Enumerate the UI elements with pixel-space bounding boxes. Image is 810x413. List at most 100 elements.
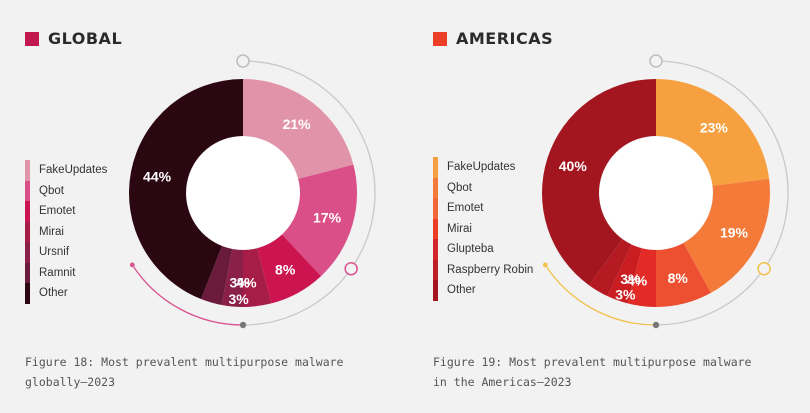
slice-other — [542, 79, 656, 286]
legend-swatch — [433, 259, 438, 280]
slice-label: 17% — [313, 209, 342, 225]
legend-swatch — [25, 221, 30, 242]
slice-other — [128, 79, 243, 299]
slice-label: 23% — [700, 119, 729, 135]
global-legend: FakeUpdates Qbot Emotet Mirai Ursnif Ram… — [25, 160, 107, 304]
slice-emotet — [257, 234, 322, 304]
americas-caption: Figure 19: Most prevalent multipurpose m… — [433, 352, 752, 392]
slice-label: 8% — [668, 270, 689, 286]
slice-label: 8% — [275, 262, 296, 278]
donut-slices — [542, 79, 770, 307]
legend-item-raspberry-robin: Raspberry Robin — [433, 259, 534, 280]
slice-labels: 21% 17% 8% 4%3%3% 44% — [143, 116, 342, 307]
slice-labels: 23% 19% 8% 4%3%3% 40% — [559, 119, 749, 302]
donut-hole — [186, 136, 300, 250]
arc-end-dot — [129, 262, 135, 268]
arc-end-dot — [542, 262, 548, 268]
legend-item-emotet: Emotet — [25, 201, 107, 222]
arc-grey-segment — [242, 60, 376, 270]
global-title-swatch — [25, 31, 39, 46]
legend-swatch — [25, 201, 30, 222]
slice-raspberry-robin — [588, 239, 632, 297]
decorative-arc — [129, 54, 376, 329]
arc-bottom-dot — [239, 321, 247, 329]
americas-title-swatch — [433, 31, 447, 46]
legend-swatch — [25, 283, 30, 304]
legend-swatch — [25, 242, 30, 263]
americas-donut-chart: 23% 19% 8% 4%3%3% 40% — [542, 54, 789, 329]
legend-label: Other — [447, 284, 476, 297]
arc-top-knob — [236, 54, 250, 68]
legend-label: Ramnit — [39, 266, 76, 279]
slice-ursnif — [221, 248, 243, 307]
legend-swatch — [433, 177, 438, 198]
donut-hole — [599, 136, 713, 250]
slice-fakeupdates — [656, 79, 770, 186]
arc-bottom-dot — [652, 321, 660, 329]
decorative-arc — [542, 54, 789, 329]
donut-slices — [128, 79, 357, 307]
legend-swatch — [25, 180, 30, 201]
americas-title-row: AMERICAS — [433, 29, 553, 48]
americas-legend: FakeUpdates Qbot Emotet Mirai Glupteba R… — [433, 157, 533, 301]
legend-label: Mirai — [447, 222, 472, 235]
slice-qbot — [282, 164, 357, 277]
arc-grey-segment — [655, 268, 765, 326]
legend-item-fakeupdates: FakeUpdates — [25, 160, 107, 181]
legend-label: Mirai — [39, 225, 64, 238]
legend-swatch — [25, 262, 30, 283]
slice-mirai — [243, 248, 272, 307]
legend-label: FakeUpdates — [39, 164, 108, 177]
legend-label: Raspberry Robin — [447, 263, 534, 276]
slice-label: 19% — [720, 225, 749, 241]
legend-label: Emotet — [447, 202, 484, 215]
legend-label: Other — [39, 287, 68, 300]
legend-label: Qbot — [447, 181, 472, 194]
global-caption-line-1: Figure 18: Most prevalent multipurpose m… — [25, 355, 344, 369]
legend-label: Ursnif — [39, 246, 70, 259]
slice-mirai — [627, 248, 656, 307]
legend-item-qbot: Qbot — [25, 180, 107, 201]
global-title: GLOBAL — [48, 29, 123, 48]
slice-ramnit — [201, 245, 233, 305]
slice-label: 4% — [627, 272, 648, 288]
legend-item-fakeupdates: FakeUpdates — [433, 157, 533, 178]
slice-fakeupdates — [243, 79, 354, 179]
global-caption-line-2: globally—2023 — [25, 375, 116, 389]
slice-label: 3% — [228, 291, 249, 307]
legend-swatch — [433, 218, 438, 239]
slice-label: 40% — [559, 158, 588, 174]
legend-swatch — [433, 239, 438, 260]
legend-swatch — [433, 157, 438, 178]
global-title-row: GLOBAL — [25, 29, 122, 48]
legend-item-other: Other — [433, 280, 533, 301]
arc-side-knob — [344, 261, 358, 276]
slice-label: 21% — [283, 116, 312, 132]
legend-item-other: Other — [25, 283, 107, 304]
legend-label: Emotet — [39, 205, 76, 218]
legend-swatch — [433, 280, 438, 301]
arc-side-knob — [757, 261, 771, 276]
americas-chart-panel: AMERICAS 23% 19% 8% 4% 3% 3% 40% FakeUpdates Q… — [405, 0, 810, 413]
legend-label: FakeUpdates — [447, 161, 516, 174]
legend-item-emotet: Emotet — [433, 198, 533, 219]
americas-title: AMERICAS — [456, 29, 554, 48]
global-chart-panel: GLOBAL 21% 17% 8% 4% 3% 3% 44% FakeUpdates Qbo… — [25, 29, 376, 392]
arc-grey-segment — [242, 268, 352, 326]
global-caption: Figure 18: Most prevalent multipurpose m… — [25, 352, 344, 392]
legend-item-ramnit: Ramnit — [25, 262, 107, 283]
slice-emotet — [656, 242, 711, 307]
legend-item-glupteba: Glupteba — [433, 239, 533, 260]
slice-label: 4% — [236, 274, 257, 290]
legend-swatch — [433, 198, 438, 219]
americas-caption-line-2: in the Americas—2023 — [433, 375, 572, 389]
arc-grey-segment — [655, 60, 789, 270]
arc-accent-segment — [131, 264, 244, 326]
legend-item-mirai: Mirai — [433, 218, 533, 239]
legend-label: Qbot — [39, 184, 64, 197]
legend-label: Glupteba — [447, 243, 494, 256]
legend-item-ursnif: Ursnif — [25, 242, 107, 263]
slice-qbot — [683, 178, 770, 293]
americas-caption-line-1: Figure 19: Most prevalent multipurpose m… — [433, 355, 752, 369]
arc-accent-segment — [544, 264, 657, 326]
